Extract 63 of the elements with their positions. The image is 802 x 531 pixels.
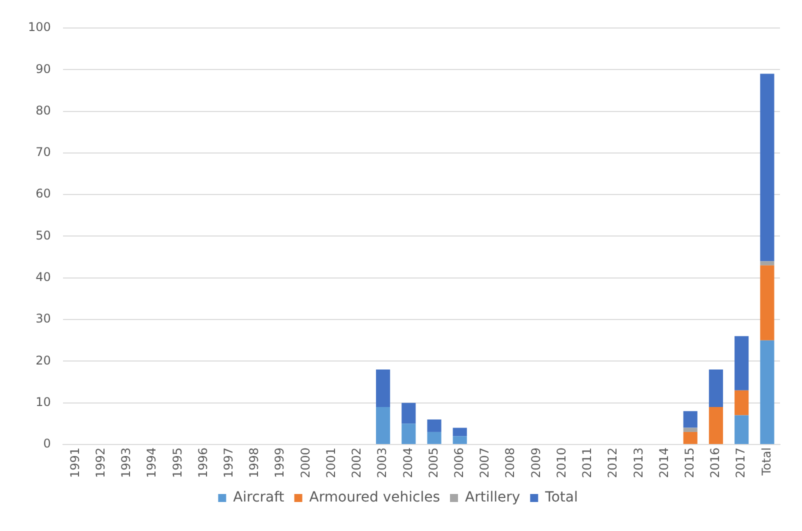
y-tick-label: 20 [36,353,51,368]
x-tick-label: 2010 [554,447,568,478]
legend-label: Artillery [464,490,520,506]
legend-label: Aircraft [233,490,285,506]
legend-label: Total [544,490,578,506]
bar [734,390,749,416]
x-tick-label: 1991 [68,447,82,478]
x-tick-label: 2012 [606,447,620,478]
y-tick-label: 90 [36,62,51,76]
x-tick-label: 1994 [144,447,159,478]
legend-label: Armoured vehicles [309,490,440,506]
x-tick-label: 2014 [656,447,671,478]
x-tick-label: 2001 [324,447,338,478]
bar [760,265,774,340]
y-tick-label: 50 [36,228,51,242]
x-tick-label: 2015 [682,447,696,478]
y-tick-label: 10 [36,394,51,409]
bar [760,261,774,266]
bar [734,415,749,444]
x-tick-label: 2002 [350,447,364,478]
bar [708,370,724,407]
x-tick-label: 2004 [400,447,415,478]
bar [734,336,749,390]
bar [683,428,698,432]
bar [452,428,467,436]
bar [452,436,467,444]
x-tick-label: 1995 [170,447,184,478]
x-tick-label: 1998 [247,447,262,478]
x-tick-label: 2007 [478,447,492,478]
bar [683,411,698,428]
x-tick-label: 1992 [93,447,108,478]
x-tick-label: 2011 [580,447,594,478]
x-tick-label: 2013 [631,447,646,478]
y-tick-label: 40 [36,270,51,284]
x-tick-label: 2009 [528,447,543,478]
x-tick-label: 1996 [196,447,210,478]
x-tick-label: 2017 [734,447,748,478]
bar [708,406,724,444]
bar [376,406,390,444]
bar [427,419,442,432]
bar [376,370,390,407]
y-tick-label: 70 [36,145,51,160]
x-tick-label: 2000 [298,447,312,478]
y-tick-label: 0 [43,436,51,451]
bar [427,432,442,444]
y-tick-label: 30 [36,312,51,326]
x-tick-label: Total [759,447,774,476]
y-tick-label: 60 [36,186,51,201]
y-tick-label: 80 [36,103,51,118]
x-tick-label: 1993 [119,447,134,478]
y-tick-label: 100 [28,20,51,34]
bar [760,74,774,262]
x-tick-label: 2008 [503,447,518,478]
x-tick-label: 1997 [222,447,236,478]
x-tick-label: 2006 [452,447,466,478]
x-tick-label: 1999 [272,447,287,478]
x-tick-label: 2003 [375,447,390,478]
bar [760,340,774,444]
x-tick-label: 2005 [426,447,440,478]
bar [402,424,416,444]
x-tick-label: 2016 [708,447,722,478]
bar [683,432,698,444]
bar [402,402,416,424]
